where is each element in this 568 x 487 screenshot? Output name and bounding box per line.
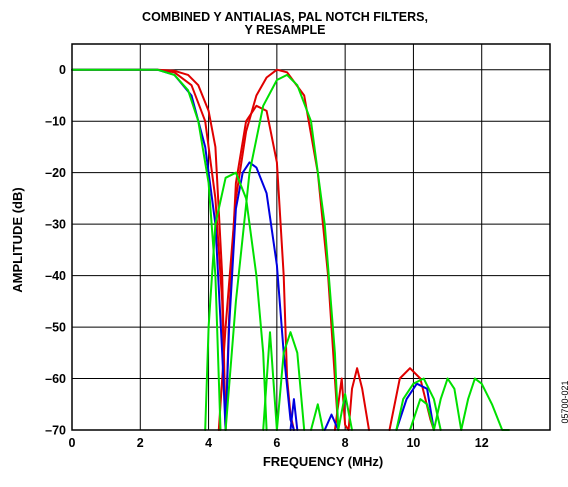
response-curve-5 (71, 68, 227, 431)
response-curve-6 (71, 68, 295, 431)
x-tick-label: 8 (342, 436, 349, 450)
x-tick-label: 10 (406, 436, 420, 450)
tick-labels: 0 2 4 6 8 10 12 0 –10 –20 –30 –40 –50 –60 –70 (45, 63, 489, 450)
plot-frame (71, 43, 551, 431)
response-curve-15 (310, 403, 324, 431)
x-tick-label: 0 (69, 436, 76, 450)
series-layer (71, 68, 510, 431)
y-tick-label: –60 (45, 372, 66, 386)
chart-title-line-1: COMBINED Y ANTIALIAS, PAL NOTCH FILTERS, (142, 10, 428, 24)
response-curve-1 (71, 68, 295, 431)
response-curve-13 (262, 331, 278, 431)
response-curve-10 (71, 68, 222, 431)
y-tick-label: –70 (45, 424, 66, 438)
grid (71, 44, 550, 431)
y-tick-label: 0 (59, 63, 66, 77)
chart-title-line-2: Y RESAMPLE (244, 23, 325, 37)
response-curve-11 (204, 171, 268, 431)
response-curve-8 (323, 413, 340, 431)
response-curve-12 (224, 73, 340, 431)
response-curve-18 (395, 377, 442, 431)
response-curve-7 (289, 398, 299, 431)
x-tick-label: 12 (475, 436, 489, 450)
response-curve-2 (217, 68, 340, 431)
y-tick-label: –50 (45, 321, 66, 335)
response-curve-14 (275, 331, 306, 431)
response-curve-16 (337, 393, 353, 431)
response-curve-3 (333, 367, 370, 431)
y-tick-label: –40 (45, 269, 66, 283)
x-axis-label: FREQUENCY (MHz) (263, 454, 383, 469)
y-axis-label: AMPLITUDE (dB) (10, 187, 25, 292)
x-tick-label: 4 (205, 436, 212, 450)
figure-code: 05700-021 (560, 380, 568, 423)
y-tick-label: –20 (45, 166, 66, 180)
y-tick-label: –10 (45, 115, 66, 129)
x-tick-label: 2 (137, 436, 144, 450)
response-curve-20 (460, 377, 510, 431)
response-curve-9 (395, 382, 435, 431)
response-curve-17 (409, 398, 435, 431)
x-tick-label: 6 (273, 436, 280, 450)
response-curve-4 (388, 367, 435, 431)
response-curve-19 (432, 377, 463, 431)
y-tick-label: –30 (45, 218, 66, 232)
